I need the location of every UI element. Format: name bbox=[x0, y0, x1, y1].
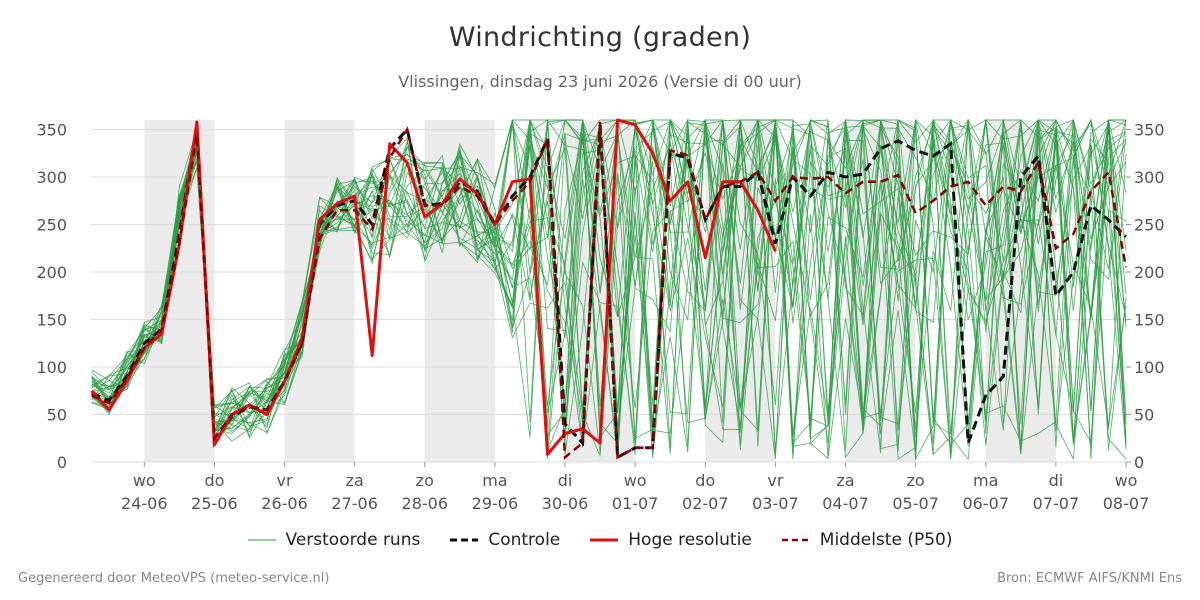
y-tick-label-left: 0 bbox=[57, 453, 67, 472]
perturbed-run-line bbox=[91, 118, 1127, 452]
x-tick-day: wo bbox=[133, 471, 156, 490]
x-tick-day: za bbox=[836, 471, 854, 490]
x-tick-day: ma bbox=[482, 471, 507, 490]
y-tick-label-left: 250 bbox=[36, 216, 67, 235]
footer-generated-by: Gegenereerd door MeteoVPS (meteo-service… bbox=[18, 571, 330, 586]
y-tick-label-right: 0 bbox=[1134, 453, 1144, 472]
x-tick-date: 02-07 bbox=[682, 494, 729, 513]
x-tick-day: zo bbox=[907, 471, 925, 490]
legend-label-median: Middelste (P50) bbox=[819, 530, 953, 550]
legend: Verstoorde runs Controle Hoge resolutie … bbox=[0, 530, 1200, 550]
shaded-band bbox=[284, 120, 355, 462]
legend-swatch-perturbed bbox=[247, 539, 276, 541]
x-tick-date: 28-06 bbox=[402, 494, 449, 513]
perturbed-run-line bbox=[91, 118, 1126, 450]
legend-label-hires: Hoge resolutie bbox=[628, 530, 752, 550]
footer-source: Bron: ECMWF AIFS/KNMI Ens bbox=[997, 571, 1182, 586]
y-tick-label-left: 150 bbox=[36, 311, 67, 330]
y-tick-label-right: 250 bbox=[1134, 216, 1165, 235]
legend-swatch-hires bbox=[590, 538, 619, 542]
perturbed-run-line bbox=[91, 119, 1127, 460]
y-tick-label-left: 350 bbox=[36, 121, 67, 140]
y-tick-label-right: 350 bbox=[1134, 121, 1165, 140]
x-tick-day: za bbox=[346, 471, 364, 490]
perturbed-run-line bbox=[91, 119, 1127, 460]
x-tick-date: 04-07 bbox=[822, 494, 869, 513]
x-tick-date: 08-07 bbox=[1103, 494, 1150, 513]
x-tick-date: 26-06 bbox=[261, 494, 308, 513]
y-tick-label-right: 150 bbox=[1134, 311, 1165, 330]
y-tick-label-left: 200 bbox=[36, 263, 67, 282]
x-tick-day: vr bbox=[767, 471, 783, 490]
x-tick-day: vr bbox=[277, 471, 293, 490]
x-tick-day: wo bbox=[624, 471, 647, 490]
x-tick-date: 27-06 bbox=[331, 494, 378, 513]
x-tick-day: wo bbox=[1115, 471, 1138, 490]
x-tick-date: 01-07 bbox=[612, 494, 659, 513]
main-lines bbox=[90, 118, 1128, 460]
y-tick-label-left: 50 bbox=[47, 406, 67, 425]
x-tick-day: di bbox=[558, 471, 573, 490]
legend-swatch-median bbox=[781, 538, 810, 542]
y-tick-label-left: 100 bbox=[36, 358, 67, 377]
median-line bbox=[91, 121, 1128, 460]
legend-swatch-control bbox=[450, 538, 479, 542]
legend-label-perturbed: Verstoorde runs bbox=[285, 530, 421, 550]
x-tick-day: do bbox=[695, 471, 715, 490]
x-tick-date: 25-06 bbox=[191, 494, 238, 513]
legend-item-control[interactable]: Controle bbox=[450, 530, 560, 550]
x-tick-day: di bbox=[1049, 471, 1064, 490]
y-tick-label-right: 200 bbox=[1134, 263, 1165, 282]
x-tick-date: 29-06 bbox=[472, 494, 519, 513]
y-tick-label-left: 300 bbox=[36, 168, 67, 187]
x-tick-day: zo bbox=[416, 471, 434, 490]
x-tick-date: 07-07 bbox=[1033, 494, 1080, 513]
chart-subtitle: Vlissingen, dinsdag 23 juni 2026 (Versie… bbox=[398, 72, 802, 91]
x-tick-date: 03-07 bbox=[752, 494, 799, 513]
legend-item-hires[interactable]: Hoge resolutie bbox=[590, 530, 752, 550]
perturbed-run-line bbox=[91, 119, 1127, 445]
perturbed-run-line bbox=[91, 119, 1127, 460]
shaded-band bbox=[144, 120, 215, 462]
x-tick-date: 05-07 bbox=[892, 494, 939, 513]
chart-title: Windrichting (graden) bbox=[448, 22, 752, 53]
x-tick-date: 06-07 bbox=[963, 494, 1010, 513]
axes: 0 0 50 50 100 100 150 150 200 200 250 250 300 300 350 3… bbox=[36, 121, 1164, 514]
perturbed-run-line bbox=[91, 118, 1127, 451]
y-tick-label-right: 100 bbox=[1134, 358, 1165, 377]
x-tick-date: 24-06 bbox=[121, 494, 168, 513]
legend-label-control: Controle bbox=[488, 530, 561, 550]
legend-item-perturbed[interactable]: Verstoorde runs bbox=[247, 530, 421, 550]
perturbed-run-line bbox=[91, 118, 1127, 455]
x-tick-date: 30-06 bbox=[542, 494, 589, 513]
x-tick-day: ma bbox=[973, 471, 998, 490]
y-tick-label-right: 300 bbox=[1134, 168, 1165, 187]
y-tick-label-right: 50 bbox=[1134, 406, 1154, 425]
legend-item-median[interactable]: Middelste (P50) bbox=[781, 530, 953, 550]
x-tick-day: do bbox=[204, 471, 224, 490]
